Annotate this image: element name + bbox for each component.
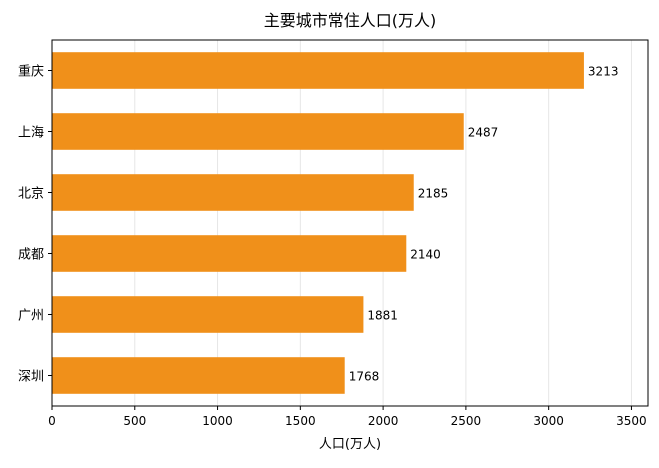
x-tick-label: 3500 bbox=[616, 414, 647, 428]
category-label: 上海 bbox=[18, 126, 44, 141]
x-tick-label: 0 bbox=[48, 414, 56, 428]
x-axis-label: 人口(万人) bbox=[319, 437, 381, 452]
x-tick-label: 500 bbox=[123, 414, 146, 428]
bar-value-label: 2487 bbox=[468, 126, 499, 140]
x-tick-label: 3000 bbox=[533, 414, 564, 428]
bar bbox=[52, 296, 364, 333]
bar bbox=[52, 174, 414, 211]
grid-layer bbox=[51, 40, 632, 406]
x-tick-label: 1500 bbox=[285, 414, 316, 428]
x-tick-label: 2000 bbox=[368, 414, 399, 428]
bar-value-label: 3213 bbox=[588, 65, 619, 79]
bar bbox=[52, 52, 584, 89]
category-label: 深圳 bbox=[18, 370, 44, 385]
x-tick-label: 1000 bbox=[202, 414, 233, 428]
bar-value-label: 1881 bbox=[367, 309, 398, 323]
bar-value-label: 2140 bbox=[410, 248, 441, 262]
bar-layer: 3213 2487 2185 2140 1881 1768 bbox=[52, 52, 618, 394]
category-label: 成都 bbox=[18, 248, 44, 263]
category-label: 重庆 bbox=[18, 64, 44, 80]
bar bbox=[52, 113, 464, 150]
bar bbox=[52, 357, 345, 394]
x-axis-ticks: 0 500 1000 1500 2000 2500 3000 3500 bbox=[48, 406, 647, 428]
bar-value-label: 2185 bbox=[418, 187, 449, 201]
category-label: 北京 bbox=[18, 187, 44, 202]
bar-value-label: 1768 bbox=[349, 370, 380, 384]
category-label: 广州 bbox=[18, 309, 44, 324]
bar bbox=[52, 235, 407, 272]
x-tick-label: 2500 bbox=[451, 414, 482, 428]
plot-frame bbox=[51, 39, 649, 407]
chart-title: 主要城市常住人口(万人) bbox=[264, 11, 437, 30]
axis-layer bbox=[51, 39, 649, 407]
